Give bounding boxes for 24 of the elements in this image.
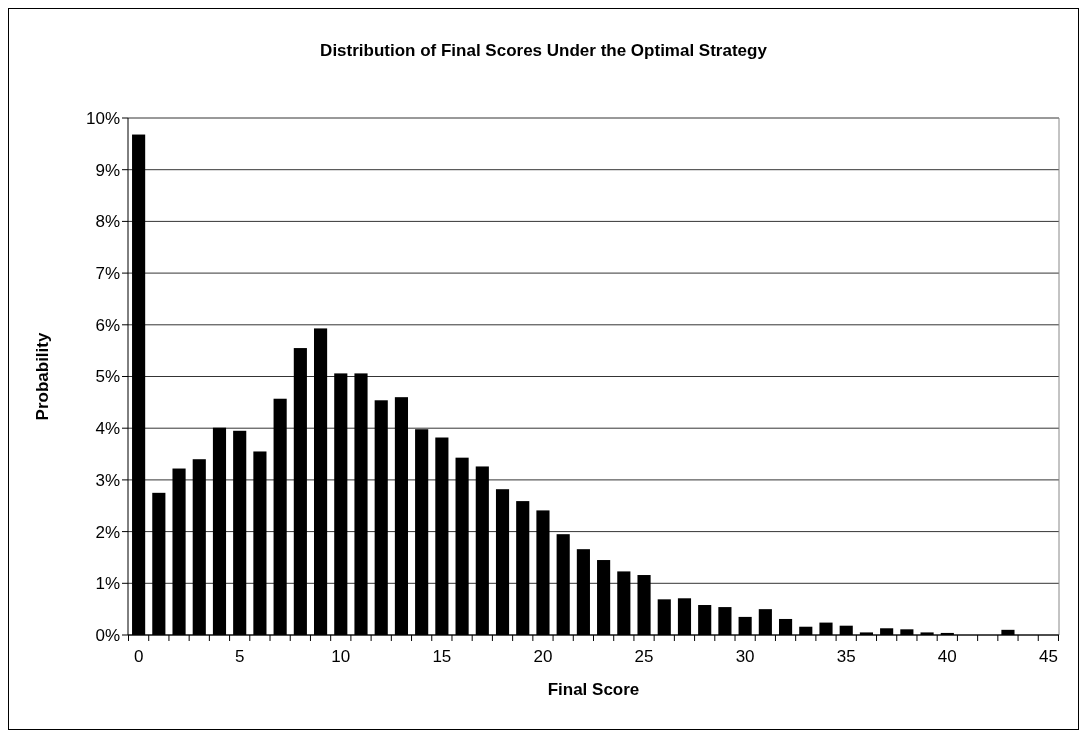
y-tick-label: 2% — [95, 522, 120, 542]
x-axis-title: Final Score — [547, 680, 640, 699]
x-tick-label: 5 — [234, 647, 245, 666]
y-tick-label: 6% — [95, 315, 120, 335]
y-tick-label: 5% — [95, 367, 120, 387]
x-tick-label: 40 — [937, 647, 957, 666]
y-tick-label: 4% — [95, 419, 120, 439]
x-tick-label: 25 — [634, 647, 654, 666]
y-axis-title: Probability — [33, 332, 52, 421]
y-tick-label: 1% — [95, 574, 120, 594]
y-tick-label: 10% — [85, 108, 120, 128]
y-tick-label: 0% — [95, 625, 120, 645]
x-tick-label: 35 — [836, 647, 856, 666]
chart-title: Distribution of Final Scores Under the Optimal Strategy — [320, 41, 768, 60]
x-tick-label: 10 — [331, 647, 351, 666]
x-tick-label: 45 — [1038, 647, 1058, 666]
y-tick-label: 7% — [95, 264, 120, 284]
y-tick-label: 9% — [95, 160, 120, 180]
x-tick-label: 20 — [533, 647, 553, 666]
x-tick-label: 30 — [735, 647, 755, 666]
y-tick-label: 3% — [95, 470, 120, 490]
x-tick-label: 15 — [432, 647, 452, 666]
y-tick-label: 8% — [95, 212, 120, 232]
x-tick-label: 0 — [133, 647, 144, 666]
